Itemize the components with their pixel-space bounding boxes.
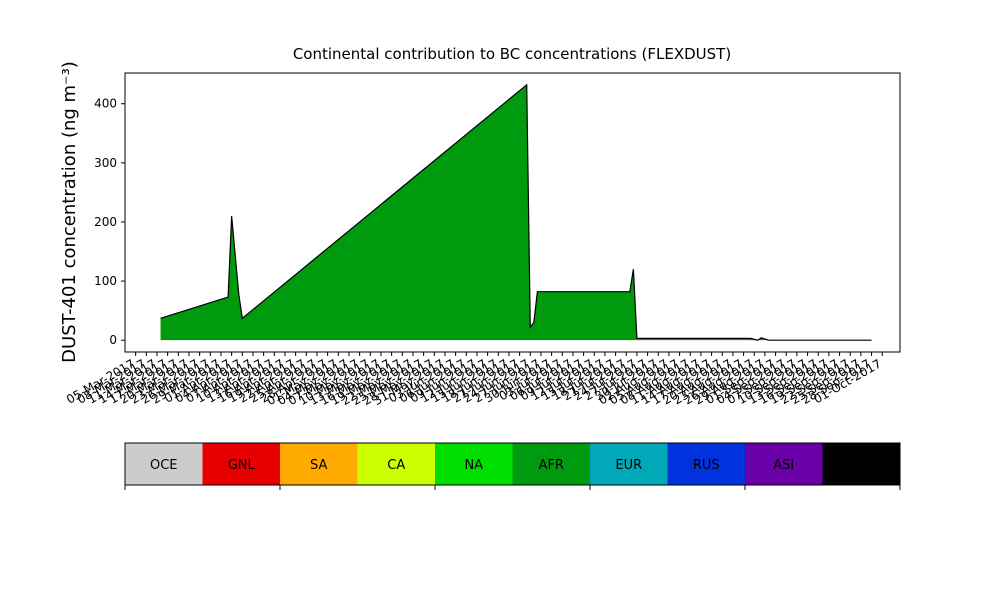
colorbar-cell — [745, 443, 823, 485]
chart-title: Continental contribution to BC concentra… — [293, 45, 731, 63]
colorbar-cell — [822, 443, 900, 485]
area-outline — [160, 83, 872, 341]
colorbar-label: OCE — [150, 458, 178, 473]
colorbar-cell — [435, 443, 513, 485]
y-tick-label: 100 — [94, 274, 117, 288]
colorbar-label: GNL — [228, 458, 256, 473]
area — [160, 84, 872, 341]
colorbar-cell — [357, 443, 435, 485]
colorbar-label: EUR — [615, 458, 642, 473]
y-tick-label: 0 — [109, 333, 117, 347]
y-tick-label: 400 — [94, 97, 117, 111]
colorbar-label: CA — [387, 458, 405, 473]
colorbar-cell — [202, 443, 280, 485]
colorbar-cell — [667, 443, 745, 485]
y-axis-label: DUST-401 concentration (ng m⁻³) — [59, 61, 80, 363]
colorbar-label: AUS — [848, 458, 875, 473]
y-tick-label: 200 — [94, 215, 117, 229]
colorbar-label: ASI — [773, 458, 794, 473]
colorbar-label: AFR — [539, 458, 564, 473]
plot-frame — [124, 72, 901, 353]
colorbar-label: NA — [464, 458, 483, 473]
colorbar-cell — [512, 443, 590, 485]
colorbar-frame — [124, 442, 901, 486]
colorbar-cell — [125, 443, 203, 485]
colorbar-cell — [590, 443, 668, 485]
colorbar-cell — [280, 443, 358, 485]
colorbar-label: RUS — [693, 458, 720, 473]
colorbar-label: SA — [310, 458, 327, 473]
y-tick-label: 300 — [94, 156, 117, 170]
